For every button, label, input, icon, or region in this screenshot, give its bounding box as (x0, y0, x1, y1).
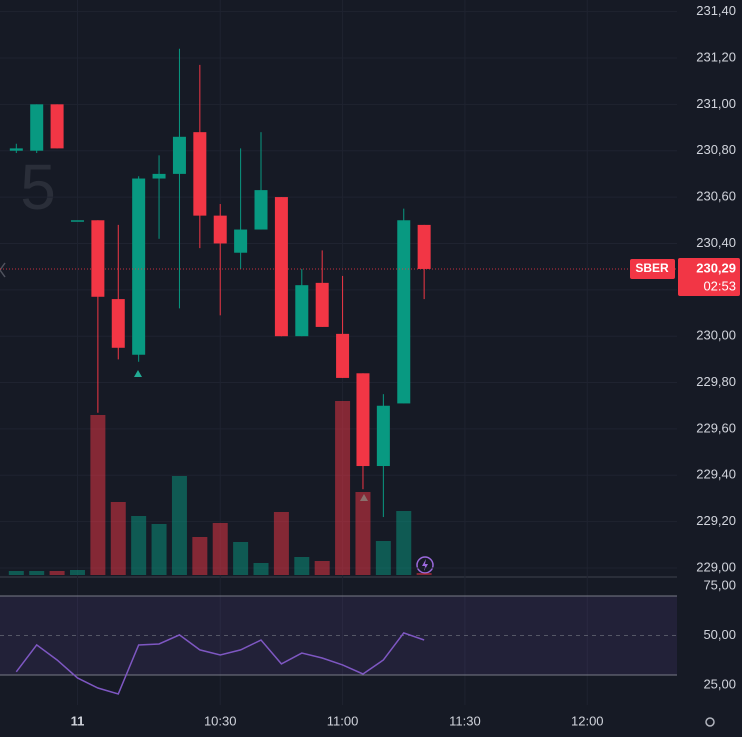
y-tick-label: 230,60 (696, 189, 736, 204)
y-tick-label: 230,40 (696, 235, 736, 250)
y-tick-label: 231,40 (696, 3, 736, 18)
x-tick-label: 12:00 (571, 713, 604, 728)
volume-bar (375, 541, 391, 575)
settings-icon[interactable] (705, 717, 715, 727)
candle-body (376, 405, 390, 467)
y-tick-label: 230,00 (696, 328, 736, 343)
rsi-tick-label: 25,00 (703, 676, 736, 691)
volume-bar (294, 557, 310, 575)
volume-bar (131, 516, 147, 575)
y-tick-label: 231,00 (696, 96, 736, 111)
volume-bar (273, 512, 289, 575)
signal-marker (134, 370, 142, 377)
volume-bar (212, 523, 228, 575)
y-tick-label: 231,20 (696, 49, 736, 64)
volume-bar (192, 537, 208, 575)
volume-bar (355, 492, 371, 575)
y-tick-label: 229,00 (696, 559, 736, 574)
symbol-label: SBER (635, 261, 669, 275)
y-tick-label: 230,80 (696, 142, 736, 157)
volume-bar (90, 415, 106, 575)
candle-body (152, 173, 166, 179)
candle-body (91, 220, 105, 297)
candle-body (315, 282, 329, 327)
candle-body (111, 299, 125, 348)
candle-body (132, 178, 146, 355)
y-tick-label: 229,80 (696, 374, 736, 389)
volume-bar (151, 524, 167, 575)
candle-body (70, 220, 84, 222)
event-icon-bolt (422, 559, 428, 571)
rsi-tick-label: 50,00 (703, 627, 736, 642)
volume-bar (171, 476, 187, 575)
volume-bar (253, 563, 269, 575)
x-tick-label: 11:00 (327, 713, 359, 728)
volume-bar (8, 571, 24, 575)
candle-body (213, 215, 227, 244)
volume-bar (396, 511, 412, 575)
candle-body (172, 136, 186, 174)
candle-body (295, 285, 309, 337)
symbol-badge (630, 258, 675, 279)
candle-body (9, 148, 23, 151)
x-tick-label: 11 (71, 713, 85, 728)
volume-bar (29, 571, 45, 575)
candle-body (274, 197, 288, 337)
x-tick-label: 11:30 (449, 713, 481, 728)
scroll-arrow[interactable] (0, 262, 6, 278)
volume-bar (314, 561, 330, 575)
y-tick-label: 229,40 (696, 467, 736, 482)
countdown-label: 02:53 (703, 278, 736, 293)
candle-body (336, 333, 350, 378)
candle-body (417, 224, 431, 269)
candle-body (30, 104, 44, 151)
volume-bar (335, 401, 351, 575)
candle-body (356, 373, 370, 467)
volume-bar (49, 571, 65, 575)
price-badge (678, 257, 740, 296)
last-price-label: 230,29 (696, 260, 736, 275)
volume-bar (69, 570, 85, 575)
candle-body (397, 220, 411, 404)
volume-bar (233, 542, 249, 575)
y-tick-label: 229,60 (696, 420, 736, 435)
volume-bar (416, 573, 432, 575)
candle-body (193, 132, 207, 216)
rsi-line (15, 632, 425, 695)
interval-watermark: 5 (20, 151, 56, 223)
y-tick-label: 229,20 (696, 513, 736, 528)
volume-bar (110, 502, 126, 575)
candle-body (234, 229, 248, 253)
rsi-tick-label: 75,00 (703, 578, 736, 593)
candle-body (254, 190, 268, 230)
x-tick-label: 10:30 (204, 713, 237, 728)
candle-body (50, 104, 64, 149)
